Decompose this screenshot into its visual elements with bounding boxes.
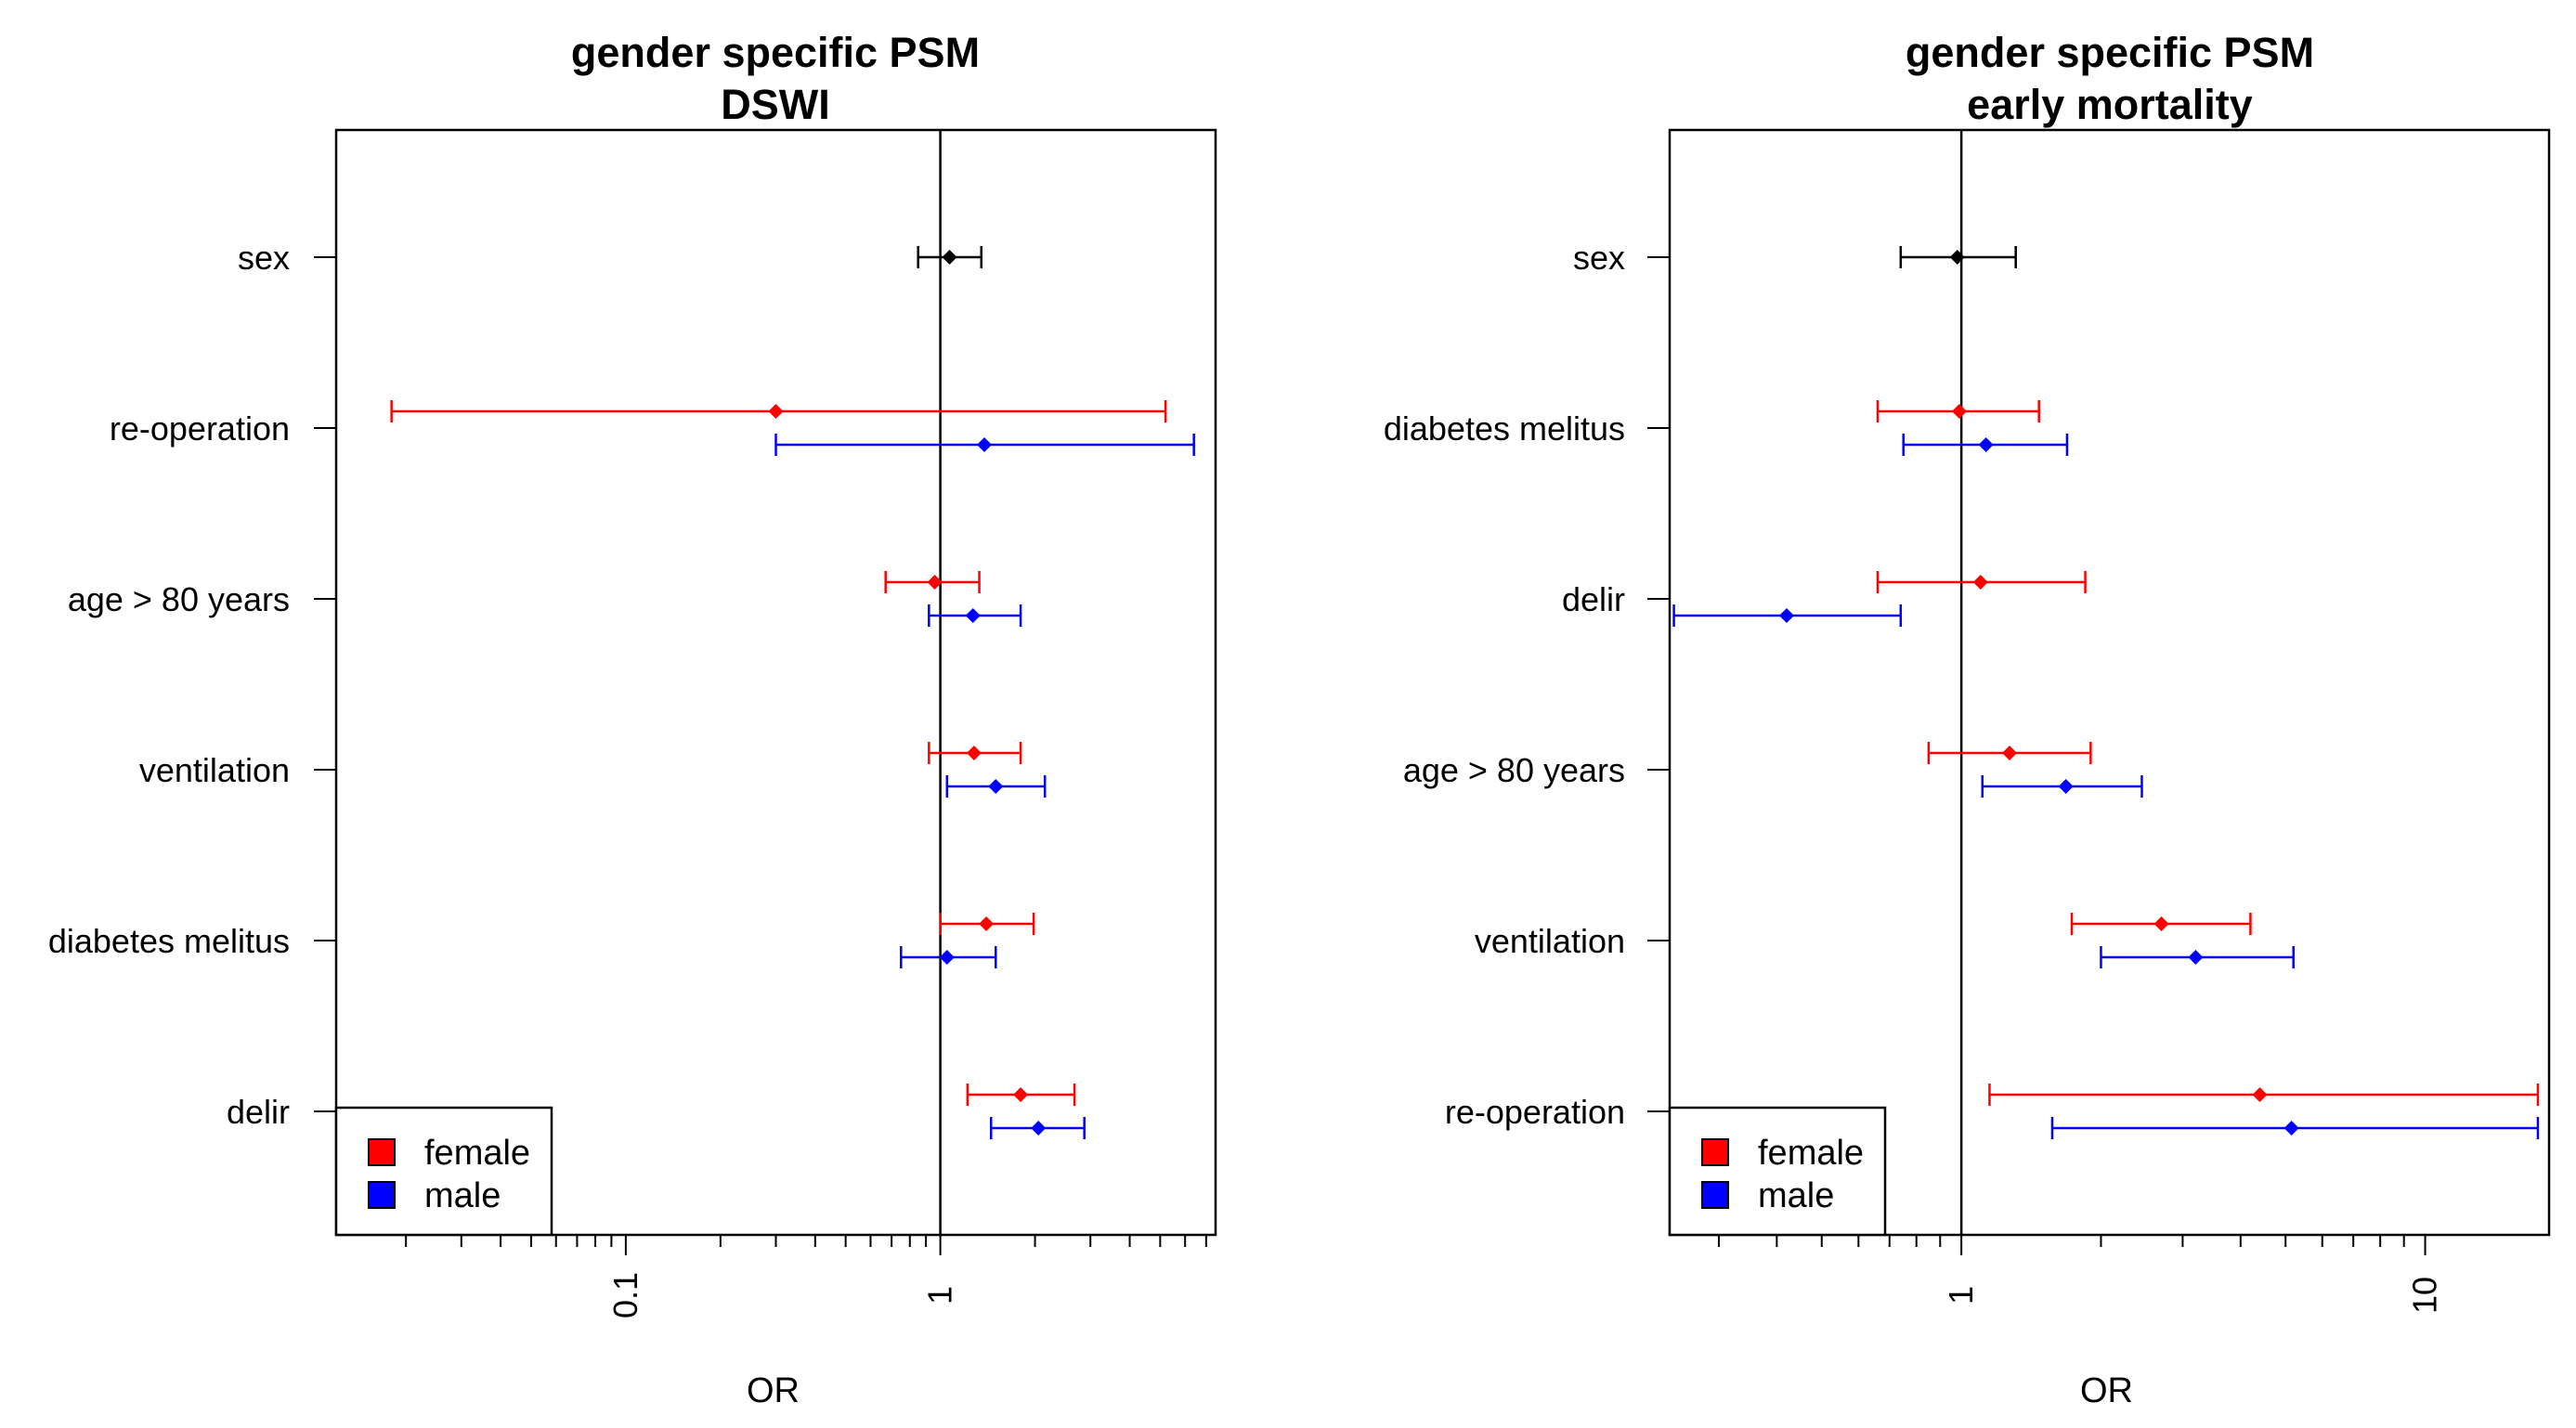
- y-tick-label: sex: [1573, 239, 1625, 277]
- point-estimate: [2001, 746, 2017, 760]
- ci-male: [2100, 946, 2295, 968]
- legend-swatch-female: [1701, 1138, 1729, 1166]
- ci-female: [939, 913, 1035, 935]
- y-tick-label: diabetes melitus: [1384, 409, 1625, 448]
- ci-female: [2070, 913, 2252, 935]
- ci-male: [900, 946, 997, 968]
- y-tick-label: sex: [238, 239, 290, 277]
- point-estimate: [1978, 437, 1994, 452]
- chart-title-line: gender specific PSM: [571, 29, 980, 76]
- y-tick-label: re-operation: [1445, 1093, 1625, 1131]
- ci-overall: [1899, 246, 2017, 268]
- x-axis-label: OR: [2080, 1371, 2133, 1410]
- ci-female: [884, 571, 981, 593]
- ci-male: [774, 434, 1195, 456]
- legend-label-male: male: [424, 1176, 501, 1215]
- ci-female: [928, 742, 1022, 764]
- ci-female: [1876, 400, 2040, 422]
- point-estimate: [988, 779, 1004, 794]
- point-estimate: [1951, 404, 1967, 419]
- point-estimate: [1013, 1087, 1029, 1102]
- legend-label-female: female: [1758, 1134, 1864, 1173]
- legend-swatch-male: [1701, 1181, 1729, 1209]
- y-tick-label: delir: [227, 1093, 290, 1131]
- plot-frame: [1668, 128, 2551, 1237]
- plot-frame: [334, 128, 1217, 1237]
- ci-male: [1672, 604, 1903, 627]
- point-estimate: [2252, 1087, 2268, 1102]
- ci-male: [1902, 434, 2069, 456]
- point-estimate: [966, 746, 982, 760]
- chart-panel-1: gender specific PSM DSWI 0.1 1 OR sex re-opera…: [48, 29, 1217, 1410]
- point-estimate: [979, 916, 995, 931]
- chart-title-line: DSWI: [721, 81, 830, 128]
- legend-swatch-female: [368, 1138, 396, 1166]
- chart-panel-2: gender specific PSM early mortality 1 10 OR s…: [1384, 29, 2551, 1410]
- chart-title-line: gender specific PSM: [1906, 29, 2314, 76]
- y-tick-label: age > 80 years: [68, 580, 290, 618]
- point-estimate: [2153, 916, 2169, 931]
- x-axis-label: OR: [747, 1371, 800, 1410]
- y-tick-label: age > 80 years: [1403, 751, 1625, 789]
- point-estimate: [768, 404, 784, 419]
- point-estimate: [927, 575, 943, 590]
- ci-male: [1981, 775, 2143, 798]
- ci-female: [1988, 1084, 2540, 1106]
- legend-box: [1668, 1106, 1887, 1237]
- point-estimate: [2283, 1121, 2299, 1136]
- point-estimate: [1949, 250, 1965, 265]
- y-tick-label: ventilation: [1475, 922, 1625, 960]
- point-estimate: [1031, 1121, 1047, 1136]
- x-tick-label: 1: [921, 1286, 959, 1305]
- y-tick-label: ventilation: [139, 751, 290, 789]
- ci-female: [966, 1084, 1076, 1106]
- point-estimate: [965, 608, 981, 623]
- point-estimate: [942, 250, 957, 265]
- point-estimate: [2188, 950, 2204, 965]
- point-estimate: [1778, 608, 1794, 623]
- point-estimate: [2058, 779, 2074, 794]
- legend-label-female: female: [424, 1134, 530, 1173]
- ci-female: [1927, 742, 2092, 764]
- ci-male: [945, 775, 1047, 798]
- ci-male: [2050, 1117, 2540, 1139]
- legend-box: [334, 1106, 553, 1237]
- ci-male: [928, 604, 1022, 627]
- y-tick-label: diabetes melitus: [48, 922, 290, 960]
- x-tick-label: 10: [2406, 1277, 2444, 1314]
- x-tick-label: 0.1: [606, 1272, 644, 1318]
- legend-swatch-male: [368, 1181, 396, 1209]
- ci-overall: [917, 246, 983, 268]
- ci-female: [1876, 571, 2087, 593]
- ci-male: [990, 1117, 1086, 1139]
- point-estimate: [976, 437, 992, 452]
- point-estimate: [1972, 575, 1988, 590]
- point-estimate: [939, 950, 955, 965]
- legend-label-male: male: [1758, 1176, 1834, 1215]
- ci-female: [390, 400, 1167, 422]
- x-tick-label: 1: [1942, 1286, 1980, 1305]
- y-tick-label: delir: [1562, 580, 1625, 618]
- y-tick-label: re-operation: [110, 409, 290, 448]
- chart-title-line: early mortality: [1967, 81, 2253, 128]
